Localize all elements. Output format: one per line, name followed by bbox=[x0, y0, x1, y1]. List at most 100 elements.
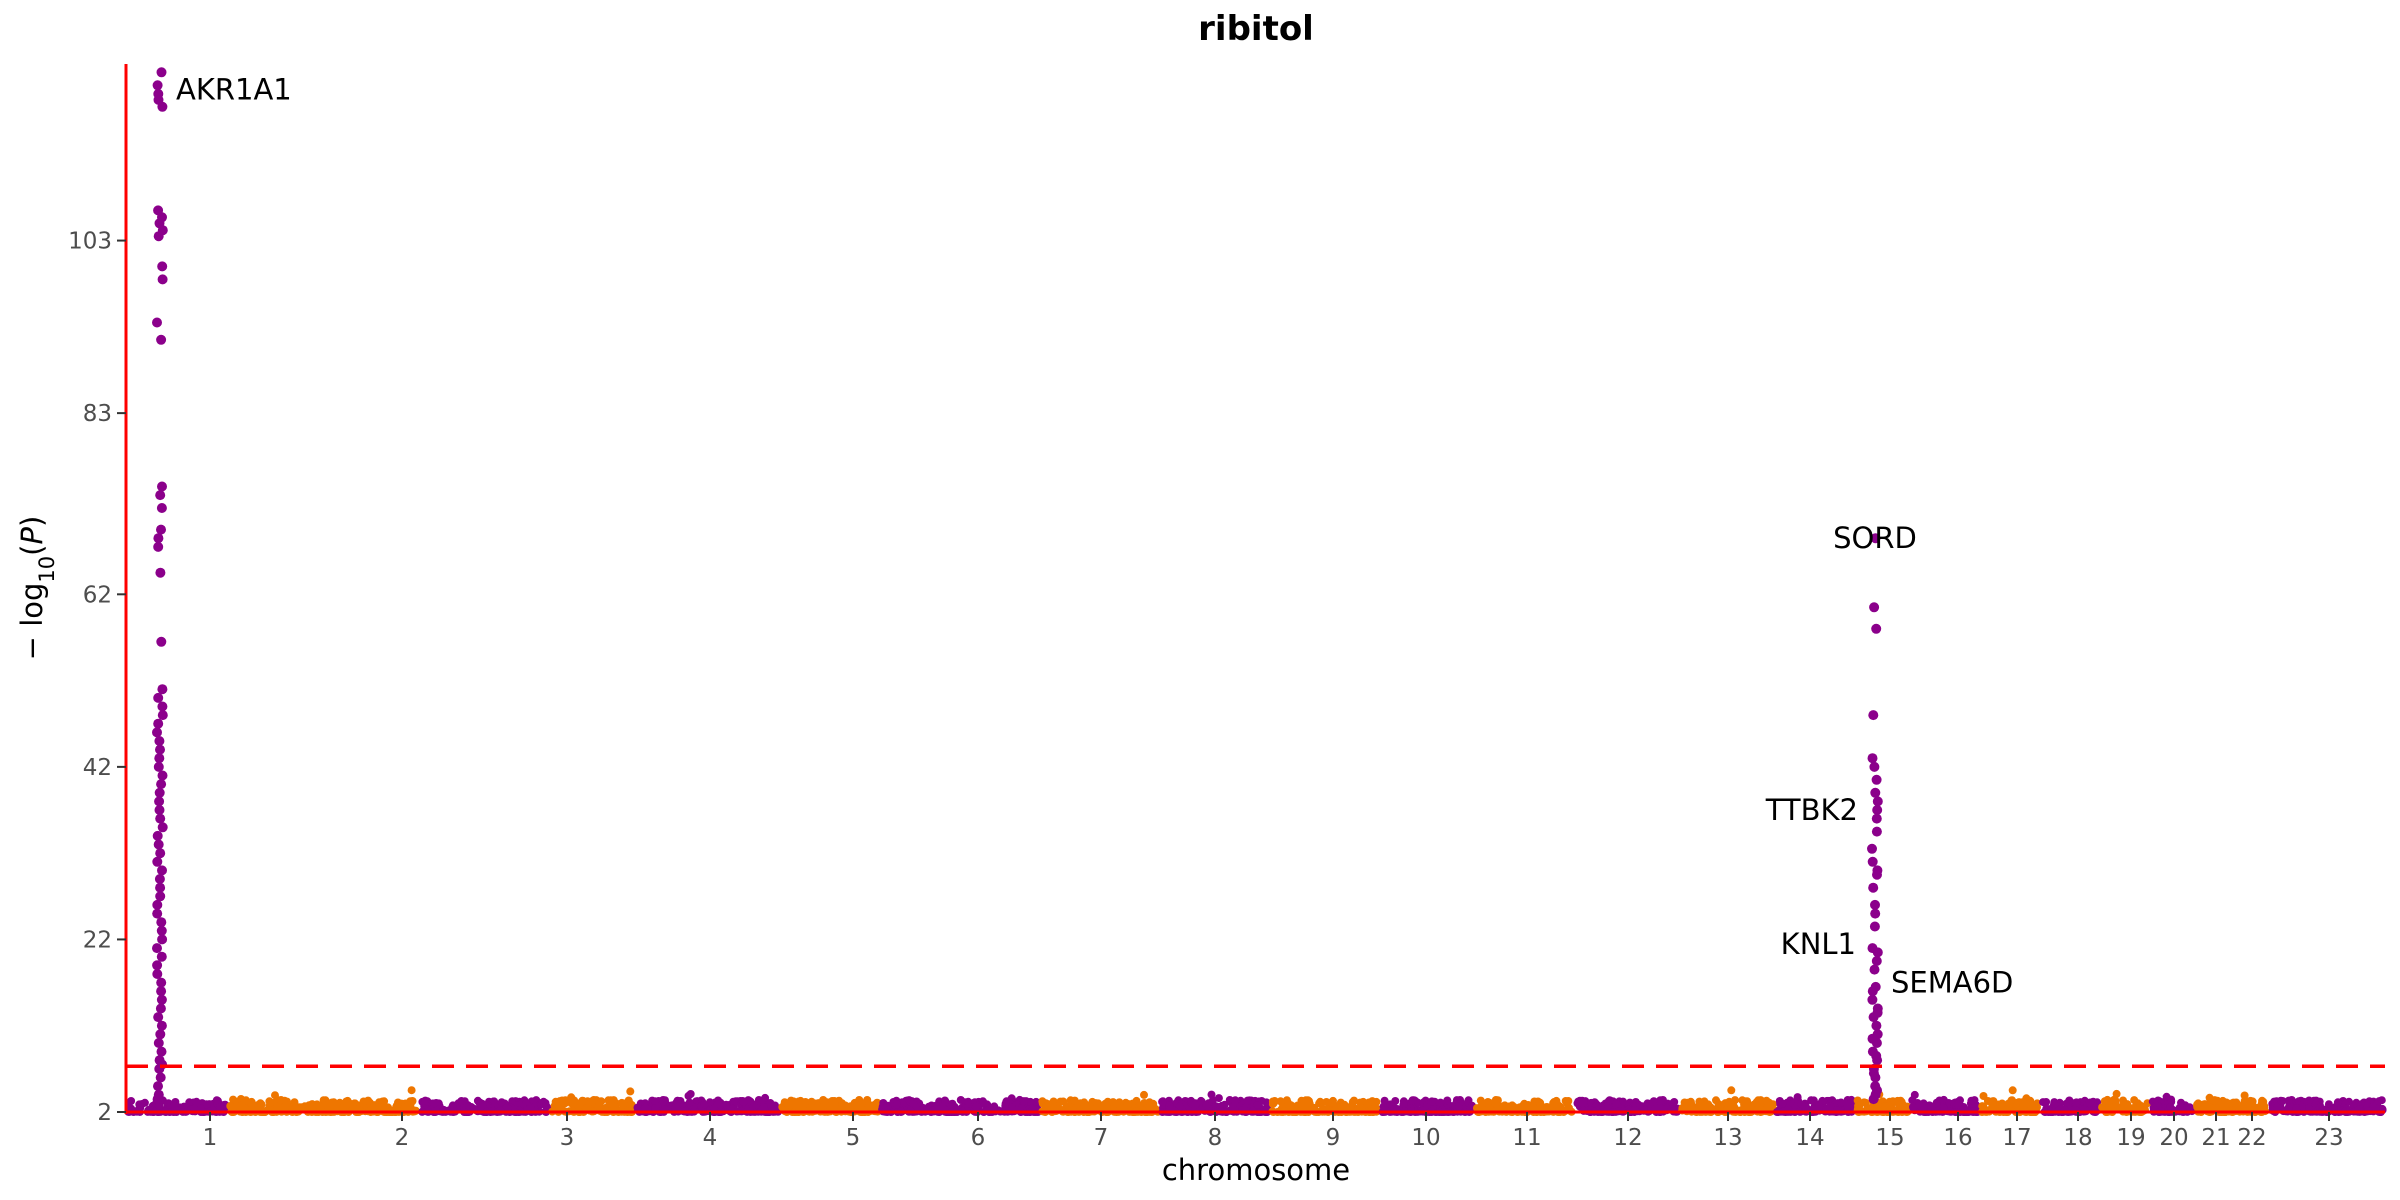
snp-point bbox=[1807, 1096, 1816, 1105]
peak-point bbox=[153, 231, 164, 242]
snp-point bbox=[767, 1100, 775, 1109]
snp-point bbox=[780, 1098, 789, 1107]
snp-point bbox=[1008, 1103, 1017, 1112]
snp-point bbox=[575, 1100, 584, 1109]
peak-point bbox=[156, 925, 167, 936]
snp-point bbox=[2065, 1096, 2074, 1105]
snp-point bbox=[1536, 1098, 1545, 1107]
snp-point bbox=[739, 1097, 748, 1106]
peak-point bbox=[153, 541, 164, 552]
x-tick-label-15: 15 bbox=[1875, 1125, 1904, 1151]
snp-point bbox=[941, 1097, 950, 1106]
snp-point bbox=[709, 1104, 718, 1113]
snp-point bbox=[1315, 1099, 1324, 1108]
snp-point bbox=[1452, 1096, 1461, 1105]
x-tick-label-7: 7 bbox=[1094, 1125, 1109, 1151]
snp-point bbox=[1284, 1100, 1293, 1109]
snp-point bbox=[1763, 1104, 1772, 1113]
snp-point bbox=[2138, 1104, 2147, 1112]
peak-point bbox=[157, 822, 168, 833]
y-tick-label: 62 bbox=[83, 582, 112, 608]
peak-point bbox=[153, 533, 164, 544]
snp-point bbox=[1756, 1096, 1765, 1105]
snp-point bbox=[2240, 1091, 2249, 1100]
snp-point bbox=[2199, 1100, 2208, 1109]
snp-point bbox=[2072, 1098, 2081, 1107]
snp-point bbox=[2185, 1103, 2194, 1112]
snp-point bbox=[290, 1098, 299, 1107]
y-axis-title-prefix: − log bbox=[15, 583, 49, 661]
peak-point bbox=[157, 481, 167, 492]
snp-point bbox=[1843, 1101, 1852, 1110]
snp-point bbox=[1727, 1086, 1736, 1095]
snp-point bbox=[1939, 1095, 1948, 1104]
x-axis-title: chromosome bbox=[1162, 1153, 1350, 1187]
data-points bbox=[124, 67, 2387, 1116]
x-tick-label-6: 6 bbox=[971, 1125, 986, 1151]
snp-point bbox=[202, 1100, 211, 1109]
snp-point bbox=[1197, 1096, 1205, 1105]
peak-point bbox=[156, 951, 167, 962]
snp-point bbox=[1019, 1097, 1028, 1106]
x-tick-label-20: 20 bbox=[2159, 1125, 2188, 1151]
snp-point bbox=[1549, 1099, 1558, 1108]
y-axis-title-p: P bbox=[15, 527, 49, 545]
snp-point bbox=[972, 1102, 981, 1111]
x-tick-label-5: 5 bbox=[846, 1125, 861, 1151]
snp-point bbox=[979, 1099, 988, 1108]
peak-point bbox=[152, 960, 163, 971]
snp-point bbox=[192, 1097, 201, 1106]
gene-label-sord: SORD bbox=[1833, 521, 1917, 555]
snp-point bbox=[257, 1100, 266, 1109]
snp-point bbox=[2254, 1104, 2262, 1113]
snp-point bbox=[2375, 1097, 2384, 1106]
snp-point bbox=[332, 1101, 341, 1110]
snp-point bbox=[553, 1102, 562, 1111]
snp-point bbox=[673, 1096, 682, 1105]
snp-point bbox=[526, 1104, 535, 1113]
x-tick-label-21: 21 bbox=[2201, 1125, 2230, 1151]
x-tick-label-11: 11 bbox=[1512, 1125, 1541, 1151]
peak-point bbox=[1868, 710, 1879, 721]
snp-point bbox=[754, 1096, 763, 1104]
snp-point bbox=[807, 1097, 816, 1106]
peak-point bbox=[156, 1046, 167, 1057]
snp-point bbox=[170, 1101, 179, 1110]
snp-point bbox=[1604, 1102, 1613, 1111]
snp-point bbox=[2363, 1101, 2372, 1110]
snp-point bbox=[407, 1086, 416, 1095]
snp-point bbox=[464, 1101, 472, 1110]
snp-point bbox=[2166, 1102, 2175, 1111]
peak-point bbox=[156, 524, 166, 535]
peak-point bbox=[156, 1020, 167, 1031]
peak-point bbox=[156, 917, 167, 928]
snp-point bbox=[1762, 1096, 1771, 1105]
snp-point bbox=[789, 1100, 798, 1108]
snp-point bbox=[2243, 1099, 2252, 1108]
snp-point bbox=[2085, 1099, 2094, 1108]
chromosome-5-points bbox=[633, 1090, 782, 1116]
peak-point bbox=[154, 805, 165, 815]
peak-point bbox=[1870, 899, 1880, 910]
peak-point bbox=[153, 1012, 164, 1023]
snp-point bbox=[595, 1102, 604, 1111]
peak-point bbox=[155, 744, 165, 755]
snp-point bbox=[795, 1103, 804, 1112]
peak-point bbox=[156, 334, 167, 345]
snp-point bbox=[1276, 1097, 1285, 1106]
snp-point bbox=[2112, 1089, 2121, 1098]
x-tick-label-9: 9 bbox=[1326, 1125, 1341, 1151]
peak-point bbox=[156, 67, 167, 78]
peak-point bbox=[1871, 826, 1882, 837]
peak-point bbox=[154, 736, 165, 746]
snp-point bbox=[347, 1100, 356, 1109]
peak-point bbox=[1870, 908, 1881, 919]
snp-point bbox=[2018, 1098, 2027, 1107]
snp-point bbox=[277, 1096, 285, 1104]
snp-point bbox=[403, 1102, 412, 1110]
snp-point bbox=[1668, 1099, 1677, 1108]
x-tick-label-12: 12 bbox=[1613, 1125, 1642, 1151]
x-tick-label-16: 16 bbox=[1943, 1125, 1972, 1151]
snp-point bbox=[1953, 1100, 1962, 1109]
